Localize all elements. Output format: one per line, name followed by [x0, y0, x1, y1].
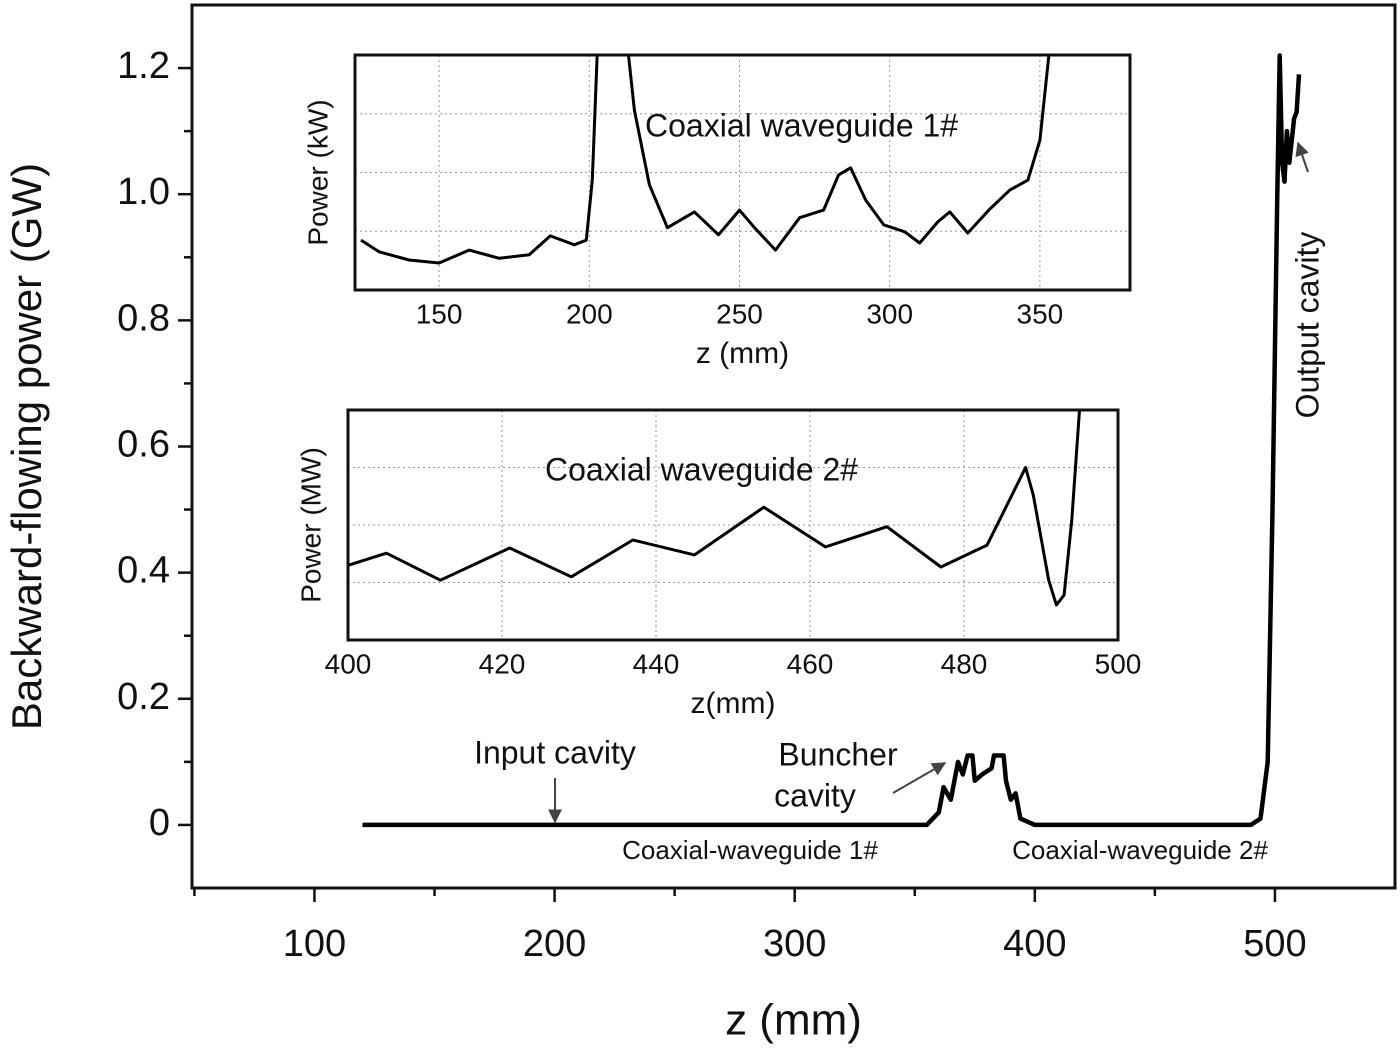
x-tick-label: 100 — [283, 923, 346, 965]
arrow — [892, 762, 947, 794]
x-tick-label: 200 — [523, 923, 586, 965]
annotation: Output cavity — [1289, 232, 1325, 419]
x-tick-label: 350 — [1017, 298, 1064, 329]
x-tick-label: 500 — [1095, 648, 1142, 679]
y-tick-label: 0.2 — [117, 676, 170, 718]
data-line — [362, 53, 1302, 828]
annotation: Coaxial-waveguide 2# — [1012, 835, 1268, 865]
inset-title: Coaxial waveguide 1# — [645, 107, 958, 143]
x-tick-label: 440 — [633, 648, 680, 679]
y-tick-label: 0 — [149, 802, 170, 844]
x-axis-label: z (mm) — [696, 337, 789, 370]
x-tick-label: 480 — [941, 648, 988, 679]
y-tick-label: 0.8 — [117, 297, 170, 339]
y-tick-label: 1.2 — [117, 45, 170, 87]
x-tick-label: 300 — [763, 923, 826, 965]
y-tick-label: 1.0 — [117, 171, 170, 213]
annotation: Coaxial-waveguide 1# — [622, 835, 878, 865]
frame — [346, 408, 1120, 642]
y-tick-label: 0.6 — [117, 424, 170, 466]
x-tick-label: 200 — [566, 298, 613, 329]
annotation: Buncher — [778, 736, 898, 772]
data-line — [360, 55, 1051, 265]
x-tick-label: 400 — [325, 648, 372, 679]
y-axis-label: Power (kW) — [302, 99, 333, 245]
y-axis-label: Power (MW) — [295, 447, 326, 603]
x-axis-label: z(mm) — [691, 687, 776, 720]
x-tick-label: 150 — [416, 298, 463, 329]
data-line — [348, 410, 1082, 607]
x-tick-label: 300 — [866, 298, 913, 329]
x-tick-label: 460 — [787, 648, 834, 679]
frame — [353, 53, 1132, 292]
frame — [190, 3, 1397, 890]
x-tick-label: 250 — [716, 298, 763, 329]
inset-title: Coaxial waveguide 2# — [545, 451, 858, 487]
x-tick-label: 500 — [1243, 923, 1306, 965]
x-tick-label: 400 — [1003, 923, 1066, 965]
arrow — [1295, 141, 1309, 173]
y-axis-label: Backward-flowing power (GW) — [3, 163, 50, 730]
x-tick-label: 420 — [479, 648, 526, 679]
annotation: Input cavity — [474, 734, 636, 770]
annotation: cavity — [774, 777, 856, 813]
x-axis-label: z (mm) — [725, 996, 862, 1045]
y-tick-label: 0.4 — [117, 550, 170, 592]
